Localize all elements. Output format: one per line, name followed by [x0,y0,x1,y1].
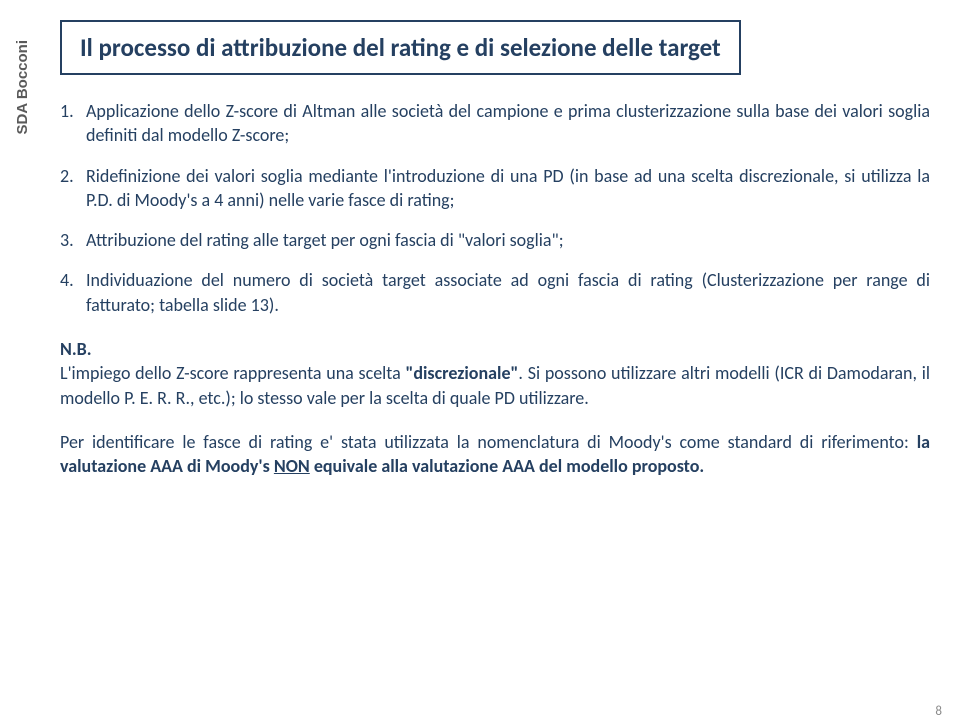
list-item: 2. Ridefinizione dei valori soglia media… [60,164,930,213]
sidebar-logo: SDA Bocconi [6,40,38,180]
list-item: 1. Applicazione dello Z-score di Altman … [60,99,930,148]
final-underline: NON [274,455,310,477]
list-number: 2. [60,164,86,213]
list-text: Attribuzione del rating alle target per … [86,228,930,252]
list-text: Ridefinizione dei valori soglia mediante… [86,164,930,213]
nb-bold: "discrezionale" [405,362,518,384]
slide-content: Il processo di attribuzione del rating e… [60,20,930,707]
list-text: Applicazione dello Z-score di Altman all… [86,99,930,148]
list-number: 1. [60,99,86,148]
page-number: 8 [935,704,942,719]
list-item: 3. Attribuzione del rating alle target p… [60,228,930,252]
final-bold-post: equivale alla valutazione AAA del modell… [310,455,704,477]
final-paragraph: Per identificare le fasce di rating e' s… [60,430,930,479]
list-number: 3. [60,228,86,252]
list-number: 4. [60,268,86,317]
nb-text-pre: L'impiego dello Z-score rappresenta una … [60,362,405,384]
title-box: Il processo di attribuzione del rating e… [60,20,741,75]
nb-block: N.B. L'impiego dello Z-score rappresenta… [60,337,930,410]
final-pre: Per identificare le fasce di rating e' s… [60,431,917,453]
list-item: 4. Individuazione del numero di società … [60,268,930,317]
logo-text: SDA Bocconi [14,40,31,134]
slide-title: Il processo di attribuzione del rating e… [80,32,721,63]
nb-label: N.B. [60,338,92,360]
list-text: Individuazione del numero di società tar… [86,268,930,317]
